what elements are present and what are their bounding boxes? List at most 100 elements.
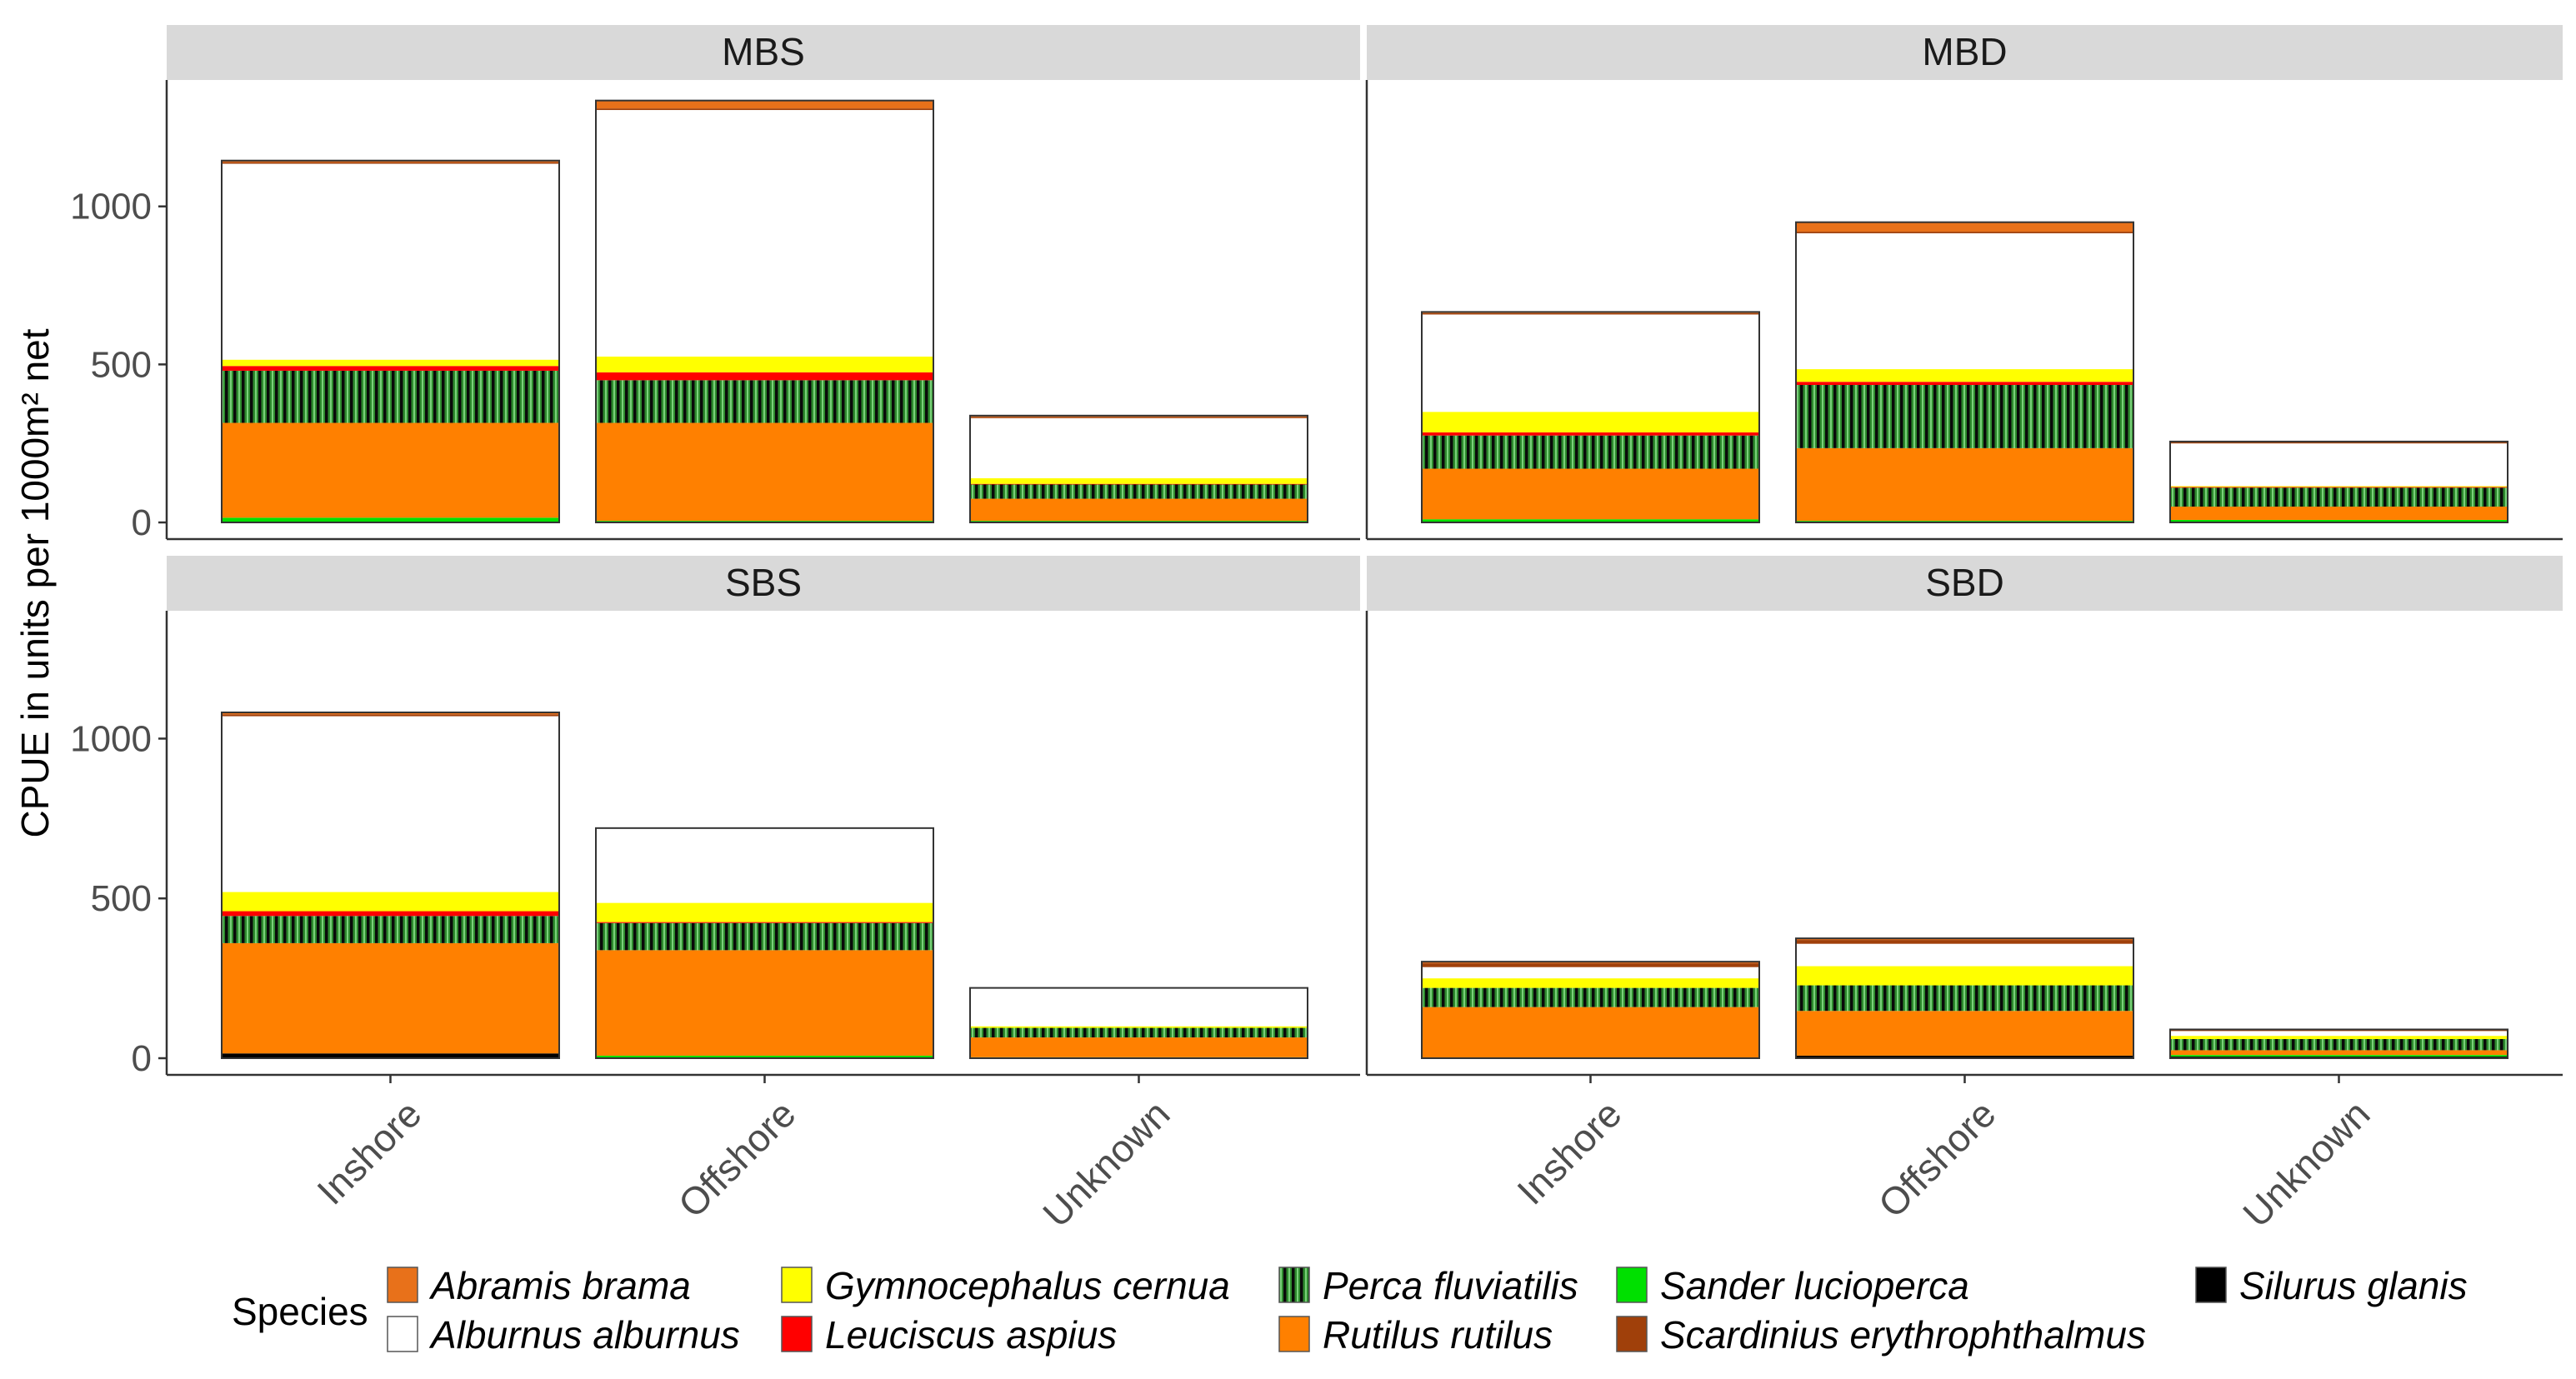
- bar-outline: [1421, 961, 1760, 1059]
- legend-swatch: [387, 1316, 418, 1352]
- legend-item-leuciscus: Leuciscus aspius: [781, 1313, 1117, 1357]
- bar-segment-alburnus: [2170, 443, 2508, 487]
- panel-title: SBS: [725, 561, 802, 604]
- bar-unknown: [2169, 1028, 2508, 1059]
- legend-item-perca: Perca fluviatilis: [1278, 1264, 1578, 1307]
- bar-segment-leuciscus: [1796, 382, 2133, 386]
- bar-segment-scardinius: [970, 417, 1308, 418]
- bar-segment-perca: [1422, 435, 1759, 469]
- x-tick-label: Unknown: [1034, 1092, 1178, 1235]
- bar-segment-rutilus: [2170, 507, 2508, 520]
- bar-outline: [221, 711, 560, 1059]
- panel-title: MBD: [1922, 30, 2007, 73]
- bar-segment-sander: [2170, 1055, 2508, 1057]
- bar-outline: [2169, 1028, 2508, 1059]
- bar-segment-sander: [596, 1055, 933, 1058]
- bar-segment-perca: [596, 380, 933, 423]
- facet-panels: MBS 0 500 1000 MBD SBS 0 500 1000 Inshore Offshore…: [70, 25, 2563, 1236]
- bar-segment-rutilus: [970, 1037, 1308, 1057]
- legend-swatch: [1278, 1316, 1310, 1352]
- bar-offshore: [595, 827, 934, 1059]
- bar-segment-silurus: [1796, 1055, 2133, 1058]
- legend-label: Abramis brama: [428, 1264, 691, 1307]
- bar-offshore: [1795, 221, 2134, 523]
- bar-outline: [969, 414, 1308, 523]
- y-tick-label: 1000: [70, 187, 152, 227]
- bar-segment-sander: [1422, 519, 1759, 522]
- bar-segment-scardinius: [596, 108, 933, 111]
- x-tick-label: Inshore: [308, 1092, 429, 1212]
- legend-swatch: [781, 1316, 813, 1352]
- bar-segment-gymnocephalus: [1422, 978, 1759, 988]
- bar-segment-gymnocephalus: [596, 356, 933, 372]
- bar-segment-gymnocephalus: [2170, 1036, 2508, 1039]
- bar-segment-perca: [970, 1027, 1308, 1038]
- bar-segment-gymnocephalus: [970, 477, 1308, 484]
- legend-item-sander: Sander lucioperca: [1616, 1264, 1969, 1307]
- bar-segment-abramis: [596, 100, 933, 109]
- x-tick-label: Offshore: [1870, 1092, 2004, 1226]
- bar-segment-sander: [2170, 519, 2508, 522]
- legend-swatch: [781, 1267, 813, 1303]
- legend-item-rutilus: Rutilus rutilus: [1278, 1313, 1553, 1357]
- bar-segment-gymnocephalus: [1796, 966, 2133, 986]
- legend-label: Sander lucioperca: [1660, 1264, 1969, 1307]
- bar-segment-rutilus: [222, 942, 559, 1054]
- bar-segment-perca: [2170, 1038, 2508, 1051]
- bar-segment-perca: [970, 484, 1308, 499]
- bar-segment-leuciscus: [222, 366, 559, 371]
- bar-segment-gymnocephalus: [1422, 412, 1759, 432]
- bar-segment-rutilus: [1422, 1007, 1759, 1058]
- bar-segment-rutilus: [222, 422, 559, 518]
- panel-strip: [1367, 25, 2563, 80]
- panel-strip: [167, 556, 1360, 611]
- bar-segment-perca: [1796, 385, 2133, 448]
- bar-outline: [595, 99, 934, 524]
- y-tick-label: 500: [91, 878, 152, 919]
- y-tick-label: 500: [91, 344, 152, 385]
- panel-sbd: SBD Inshore Offshore Unknown: [1365, 556, 2563, 1236]
- y-axis-title: CPUE in units per 1000m² net: [13, 328, 57, 837]
- bar-outline: [1421, 311, 1760, 523]
- legend-label: Rutilus rutilus: [1323, 1313, 1553, 1357]
- bar-segment-alburnus: [970, 987, 1308, 1027]
- panel-mbd: MBD: [1365, 25, 2563, 541]
- bar-segment-silurus: [222, 1053, 559, 1058]
- bar-segment-gymnocephalus: [1796, 369, 2133, 382]
- bar-unknown: [969, 414, 1308, 523]
- bar-unknown: [969, 987, 1308, 1059]
- bar-segment-alburnus: [1422, 314, 1759, 412]
- bar-segment-perca: [1422, 987, 1759, 1007]
- bar-segment-alburnus: [596, 110, 933, 357]
- bar-segment-gymnocephalus: [2170, 486, 2508, 487]
- bar-segment-rutilus: [970, 498, 1308, 522]
- bar-segment-alburnus: [970, 417, 1308, 478]
- bar-inshore: [221, 711, 560, 1059]
- bar-segment-gymnocephalus: [596, 902, 933, 922]
- bar-segment-rutilus: [596, 950, 933, 1056]
- panel-sbs: SBS 0 500 1000 Inshore Offshore Unknown: [70, 556, 1360, 1236]
- bar-segment-abramis: [1796, 222, 2133, 232]
- bar-segment-scardinius: [222, 714, 559, 717]
- bar-segment-gymnocephalus: [222, 359, 559, 367]
- panel-strip: [1367, 556, 2563, 611]
- y-tick-label: 0: [132, 1038, 152, 1079]
- bar-segment-leuciscus: [596, 922, 933, 923]
- bar-segment-sander: [222, 517, 559, 522]
- legend-label: Gymnocephalus cernua: [825, 1264, 1230, 1307]
- panel-title: SBD: [1925, 561, 2004, 604]
- legend-swatch: [2195, 1267, 2227, 1303]
- legend-label: Alburnus alburnus: [428, 1313, 740, 1357]
- bar-segment-gymnocephalus: [222, 892, 559, 912]
- bar-offshore: [595, 99, 934, 524]
- legend-swatch: [1616, 1316, 1648, 1352]
- bar-segment-rutilus: [1422, 468, 1759, 520]
- legend-swatch: [1616, 1267, 1648, 1303]
- bar-segment-scardinius: [222, 162, 559, 164]
- x-tick-label: Unknown: [2234, 1092, 2378, 1235]
- bar-segment-alburnus: [1796, 232, 2133, 370]
- bar-offshore: [1795, 937, 2134, 1060]
- bar-segment-alburnus: [222, 163, 559, 360]
- bar-segment-scardinius: [1422, 963, 1759, 967]
